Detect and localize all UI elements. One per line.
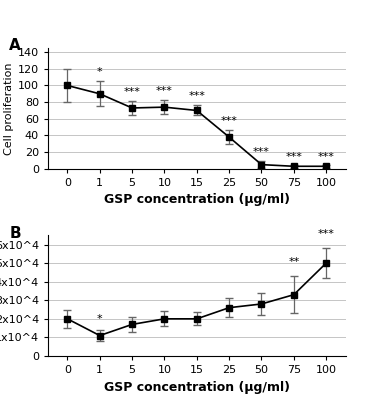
Text: ***: *** — [318, 152, 334, 162]
Text: ***: *** — [124, 87, 141, 97]
Text: *: * — [97, 67, 103, 77]
Text: *: * — [97, 314, 103, 324]
X-axis label: GSP concentration (μg/ml): GSP concentration (μg/ml) — [104, 380, 290, 394]
Text: **: ** — [288, 257, 300, 267]
Text: B: B — [9, 226, 21, 240]
Y-axis label: Cell proliferation: Cell proliferation — [4, 62, 14, 155]
Text: ***: *** — [253, 147, 270, 157]
Text: A: A — [9, 38, 21, 53]
Text: ***: *** — [318, 229, 334, 239]
Text: ***: *** — [156, 86, 173, 96]
Text: ***: *** — [221, 116, 238, 126]
X-axis label: GSP concentration (μg/ml): GSP concentration (μg/ml) — [104, 193, 290, 206]
Text: ***: *** — [285, 152, 302, 162]
Text: ***: *** — [189, 91, 205, 101]
